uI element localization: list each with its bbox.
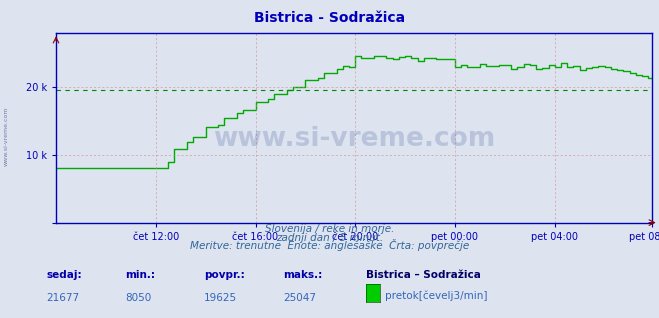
Text: Bistrica - Sodražica: Bistrica - Sodražica (254, 11, 405, 25)
Text: www.si-vreme.com: www.si-vreme.com (213, 126, 496, 152)
Text: Slovenija / reke in morje.: Slovenija / reke in morje. (265, 224, 394, 234)
Text: sedaj:: sedaj: (46, 270, 82, 280)
Text: 19625: 19625 (204, 293, 237, 302)
Text: Meritve: trenutne  Enote: anglešaške  Črta: povprečje: Meritve: trenutne Enote: anglešaške Črta… (190, 239, 469, 251)
Text: maks.:: maks.: (283, 270, 323, 280)
Text: zadnji dan / 5 minut.: zadnji dan / 5 minut. (276, 233, 383, 243)
Text: 21677: 21677 (46, 293, 79, 302)
Text: www.si-vreme.com: www.si-vreme.com (4, 107, 9, 167)
Text: 25047: 25047 (283, 293, 316, 302)
Text: pretok[čevelj3/min]: pretok[čevelj3/min] (385, 290, 488, 301)
Text: povpr.:: povpr.: (204, 270, 245, 280)
Text: 8050: 8050 (125, 293, 152, 302)
Text: Bistrica – Sodražica: Bistrica – Sodražica (366, 270, 480, 280)
Text: min.:: min.: (125, 270, 156, 280)
